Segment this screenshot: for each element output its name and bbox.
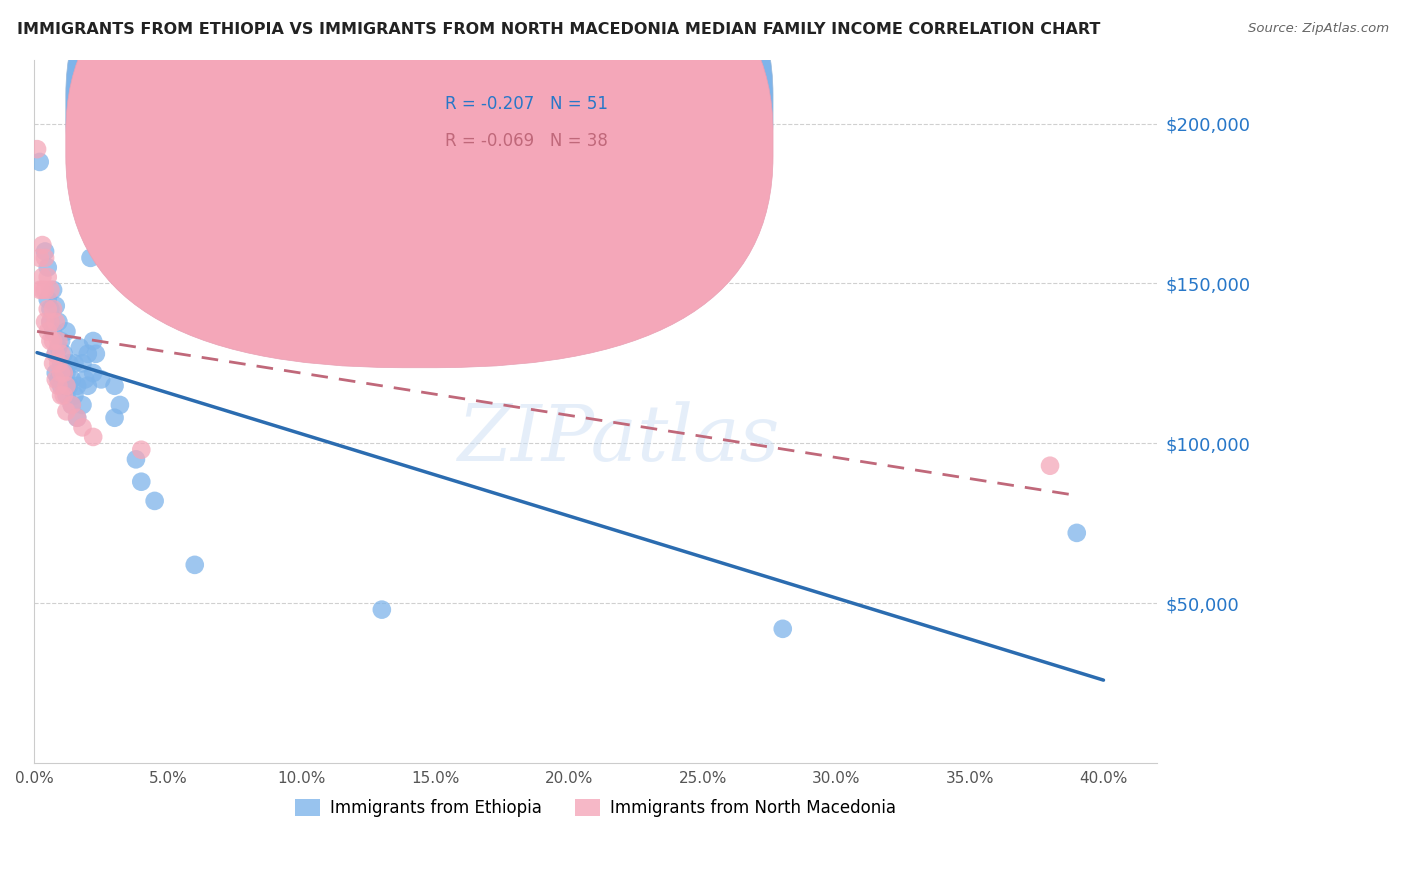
Point (39, 315, 62, 329)
Point (37, 260, 59, 275)
Point (55, 378, 77, 392)
Point (76, 174, 98, 188)
Point (103, 410, 125, 425)
Point (48, 315, 70, 329)
Point (143, 494, 166, 508)
Point (45, 366, 67, 380)
Point (108, 398, 131, 412)
Text: Source: ZipAtlas.com: Source: ZipAtlas.com (1249, 22, 1389, 36)
Point (31, 238, 53, 252)
Point (48, 334, 70, 348)
Point (49, 347, 72, 361)
Point (48, 340, 70, 354)
Legend: Immigrants from Ethiopia, Immigrants from North Macedonia: Immigrants from Ethiopia, Immigrants fro… (287, 790, 904, 825)
Point (37, 293, 59, 307)
Point (39, 283, 62, 297)
Point (45, 315, 67, 329)
FancyBboxPatch shape (66, 0, 773, 330)
Point (69, 340, 91, 354)
Point (39, 301, 62, 316)
Point (60, 372, 83, 386)
Point (60, 398, 83, 412)
Point (55, 325, 77, 339)
Point (37, 301, 59, 316)
Point (34, 315, 56, 329)
Point (34, 283, 56, 297)
Point (72, 356, 94, 370)
Point (79, 251, 101, 265)
Point (82, 366, 104, 380)
Point (45, 372, 67, 386)
Point (72, 398, 94, 412)
Point (84, 347, 107, 361)
Point (34, 251, 56, 265)
Point (90, 372, 112, 386)
Point (45, 299, 67, 313)
Point (1039, 458, 1062, 473)
Text: R = -0.207   N = 51: R = -0.207 N = 51 (446, 95, 609, 112)
Point (63, 388, 86, 402)
Point (28, 251, 51, 265)
Point (42, 334, 65, 348)
Point (42, 356, 65, 370)
Point (129, 475, 152, 489)
Point (39, 315, 62, 329)
Point (76, 347, 98, 361)
Point (42, 301, 65, 316)
Point (63, 356, 86, 370)
Point (103, 378, 125, 392)
Point (72, 420, 94, 434)
Point (49, 378, 72, 392)
Point (129, 442, 152, 457)
Point (31, 270, 53, 285)
Point (58, 378, 80, 392)
Point (34, 244, 56, 259)
Point (55, 366, 77, 380)
Point (48, 356, 70, 370)
Point (58, 356, 80, 370)
Point (1066, 525, 1088, 540)
Point (772, 622, 794, 636)
Point (66, 410, 89, 425)
Point (42, 283, 65, 297)
Point (60, 398, 83, 412)
Point (371, 602, 394, 616)
Point (28, 155, 51, 169)
Point (39, 334, 62, 348)
Point (125, 452, 148, 467)
Point (42, 325, 65, 339)
Point (52, 347, 75, 361)
Text: IMMIGRANTS FROM ETHIOPIA VS IMMIGRANTS FROM NORTH MACEDONIA MEDIAN FAMILY INCOME: IMMIGRANTS FROM ETHIOPIA VS IMMIGRANTS F… (17, 22, 1101, 37)
Point (49, 356, 72, 370)
Point (28, 283, 51, 297)
FancyBboxPatch shape (66, 0, 773, 368)
Point (75, 372, 97, 386)
Point (82, 334, 104, 348)
Point (37, 325, 59, 339)
Point (66, 378, 89, 392)
Point (37, 270, 59, 285)
Point (49, 366, 72, 380)
Text: R = -0.069   N = 38: R = -0.069 N = 38 (446, 132, 609, 150)
Text: ZIPatlas: ZIPatlas (457, 401, 779, 477)
Point (48, 372, 70, 386)
Point (82, 430, 104, 444)
Point (25, 142, 48, 156)
FancyBboxPatch shape (382, 74, 630, 179)
Point (66, 410, 89, 425)
Point (76, 378, 98, 392)
Point (55, 388, 77, 402)
Point (52, 366, 75, 380)
Point (52, 388, 75, 402)
Point (48, 378, 70, 392)
Point (45, 347, 67, 361)
Point (184, 558, 207, 572)
Point (45, 347, 67, 361)
Point (52, 366, 75, 380)
Point (49, 388, 72, 402)
Point (49, 334, 72, 348)
Point (31, 283, 53, 297)
Point (55, 404, 77, 418)
